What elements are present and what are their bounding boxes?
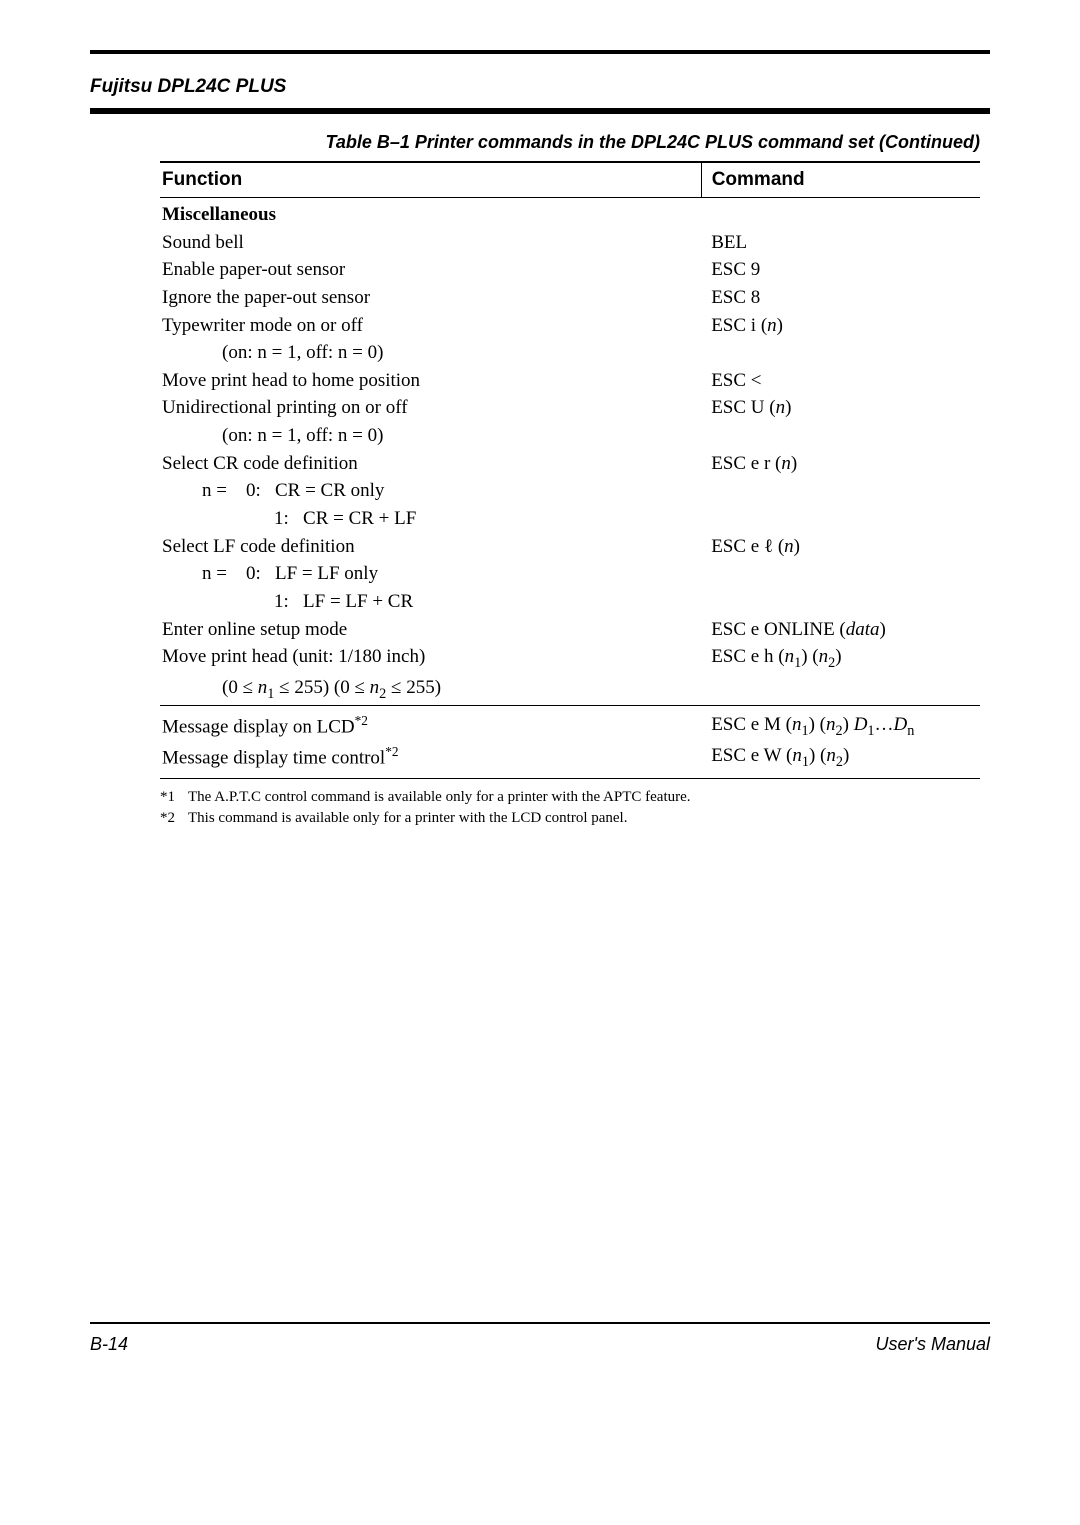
table-cell: Move print head to home position bbox=[160, 367, 701, 395]
table-cell: ESC e W (n1) (n2) bbox=[701, 742, 980, 779]
table-cell: n = 0: LF = LF only bbox=[160, 560, 701, 588]
table-cell: ESC 8 bbox=[701, 284, 980, 312]
thick-rule bbox=[90, 108, 990, 114]
page-footer: B-14 User's Manual bbox=[90, 1322, 990, 1355]
table-cell: Move print head (unit: 1/180 inch) bbox=[160, 643, 701, 674]
footer-right: User's Manual bbox=[876, 1334, 990, 1355]
table-cell bbox=[701, 505, 980, 533]
top-rule bbox=[90, 50, 990, 54]
table-cell: BEL bbox=[701, 229, 980, 257]
table-cell: ESC e r (n) bbox=[701, 450, 980, 478]
table-cell: Message display time control*2 bbox=[160, 742, 701, 779]
footer-left: B-14 bbox=[90, 1334, 128, 1355]
table-cell: ESC e ℓ (n) bbox=[701, 533, 980, 561]
footnotes: *1The A.P.T.C control command is availab… bbox=[160, 787, 980, 829]
product-header: Fujitsu DPL24C PLUS bbox=[90, 76, 990, 98]
table-cell: (0 ≤ n1 ≤ 255) (0 ≤ n2 ≤ 255) bbox=[160, 674, 701, 706]
table-cell: Select LF code definition bbox=[160, 533, 701, 561]
col-function: Function bbox=[160, 162, 701, 198]
table-cell: 1: CR = CR + LF bbox=[160, 505, 701, 533]
table-cell: ESC i (n) bbox=[701, 312, 980, 340]
table-cell: ESC e ONLINE (data) bbox=[701, 616, 980, 644]
table-cell: Select CR code definition bbox=[160, 450, 701, 478]
table-cell: ESC < bbox=[701, 367, 980, 395]
table-cell: Message display on LCD*2 bbox=[160, 706, 701, 743]
table-cell: n = 0: CR = CR only bbox=[160, 477, 701, 505]
table-cell: Typewriter mode on or off bbox=[160, 312, 701, 340]
table-cell bbox=[701, 339, 980, 367]
table-caption: Table B–1 Printer commands in the DPL24C… bbox=[160, 132, 980, 153]
table-cell bbox=[701, 588, 980, 616]
table-cell: (on: n = 1, off: n = 0) bbox=[160, 339, 701, 367]
col-command: Command bbox=[701, 162, 980, 198]
table-cell: ESC e h (n1) (n2) bbox=[701, 643, 980, 674]
command-table: Function Command MiscellaneousSound bell… bbox=[160, 161, 980, 779]
table-cell: Enable paper-out sensor bbox=[160, 256, 701, 284]
table-cell: 1: LF = LF + CR bbox=[160, 588, 701, 616]
table-cell bbox=[701, 674, 980, 706]
table-cell: Sound bell bbox=[160, 229, 701, 257]
table-cell: ESC e M (n1) (n2) D1…Dn bbox=[701, 706, 980, 743]
table-cell: ESC 9 bbox=[701, 256, 980, 284]
table-cell: Enter online setup mode bbox=[160, 616, 701, 644]
table-cell: (on: n = 1, off: n = 0) bbox=[160, 422, 701, 450]
table-cell bbox=[701, 422, 980, 450]
table-cell: Ignore the paper-out sensor bbox=[160, 284, 701, 312]
table-cell: Unidirectional printing on or off bbox=[160, 394, 701, 422]
table-cell: ESC U (n) bbox=[701, 394, 980, 422]
table-cell bbox=[701, 560, 980, 588]
table-cell bbox=[701, 477, 980, 505]
section-heading: Miscellaneous bbox=[160, 198, 701, 229]
